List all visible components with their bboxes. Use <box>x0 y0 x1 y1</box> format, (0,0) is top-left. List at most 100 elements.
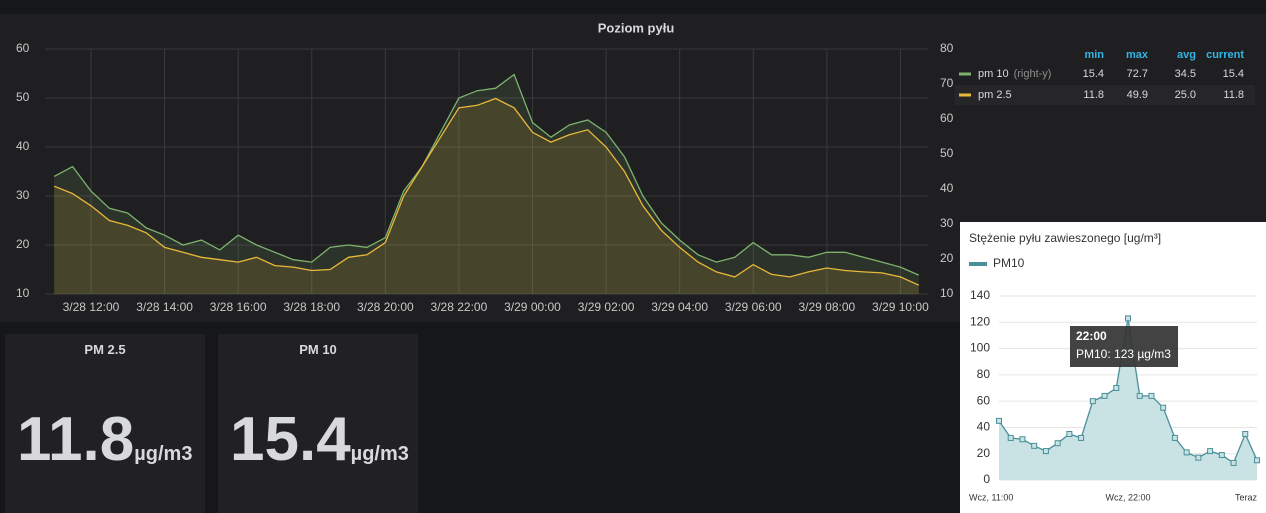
y-tick-label: 140 <box>970 288 990 302</box>
x-tick-label: 3/28 14:00 <box>136 300 193 314</box>
tooltip-box <box>1070 326 1178 367</box>
y-tick-label: 40 <box>16 139 30 153</box>
y-tick-label: 120 <box>970 314 990 328</box>
y2-tick-label: 80 <box>940 41 954 55</box>
marker <box>1101 392 1108 399</box>
y2-tick-label: 70 <box>940 76 954 90</box>
line <box>53 73 920 276</box>
legend-axis-note: (right-y) <box>1014 68 1052 80</box>
stat-title: PM 10 <box>299 342 337 357</box>
legend-swatch <box>959 72 971 76</box>
x-tick-label: 3/29 10:00 <box>872 300 929 314</box>
chart-title: Stężenie pyłu zawieszonego [ug/m³] <box>969 231 1161 245</box>
legend-value: 25.0 <box>1175 89 1196 101</box>
line <box>53 97 920 286</box>
legend-label: PM10 <box>993 256 1025 270</box>
marker <box>1230 459 1237 466</box>
x-tick-label: 3/29 04:00 <box>651 300 708 314</box>
y-tick-label: 0 <box>983 472 990 486</box>
stat-value-box: 15.4µg/m3 <box>230 404 409 475</box>
x-tick-label: 3/29 06:00 <box>725 300 782 314</box>
x-tick-label: Wcz, 22:00 <box>1105 492 1150 502</box>
y2-tick-label: 20 <box>940 251 954 265</box>
y-tick-label: 30 <box>16 188 30 202</box>
stat-unit: µg/m3 <box>134 443 193 465</box>
legend-value: 34.5 <box>1175 68 1196 80</box>
y-tick-label: 80 <box>977 367 991 381</box>
marker <box>1089 398 1096 405</box>
legend-header: current <box>1206 49 1244 61</box>
y-tick-label: 100 <box>970 341 990 355</box>
tooltip-text: PM10: 123 µg/m3 <box>1076 347 1171 361</box>
y2-tick-label: 40 <box>940 181 954 195</box>
marker <box>1148 392 1155 399</box>
legend-swatch <box>959 93 971 97</box>
x-tick-label: 3/28 16:00 <box>210 300 267 314</box>
marker <box>1218 452 1225 459</box>
marker <box>1031 442 1038 449</box>
marker <box>996 417 1002 424</box>
y-tick-label: 60 <box>977 393 991 407</box>
marker <box>1183 449 1190 456</box>
y-tick-label: 50 <box>16 90 30 104</box>
x-tick-label: 3/28 22:00 <box>431 300 488 314</box>
marker <box>1242 431 1249 437</box>
marker <box>1195 454 1202 461</box>
stat-value: 15.4 <box>230 405 351 474</box>
legend-swatch <box>969 262 987 266</box>
x-tick-label: 3/28 20:00 <box>357 300 414 314</box>
marker <box>1078 434 1085 441</box>
y-tick-label: 40 <box>977 420 991 434</box>
marker <box>1136 392 1143 399</box>
marker <box>1054 440 1061 447</box>
x-tick-label: Wcz, 11:00 <box>969 492 1013 502</box>
y2-tick-label: 30 <box>940 216 954 230</box>
x-tick-label: 3/28 12:00 <box>63 300 120 314</box>
legend-value: 15.4 <box>1083 68 1104 80</box>
legend-header: max <box>1126 49 1149 61</box>
y-tick-label: 10 <box>16 286 30 300</box>
legend-value: 11.8 <box>1083 89 1104 101</box>
stat-panel: PM 2.5 11.8µg/m3 <box>5 334 205 513</box>
legend-label: pm 2.5 <box>978 89 1012 101</box>
marker <box>1007 434 1014 441</box>
area <box>54 74 919 294</box>
legend-value: 15.4 <box>1223 68 1244 80</box>
legend-row-bg <box>955 85 1255 105</box>
marker <box>1207 448 1214 455</box>
area <box>999 318 1257 480</box>
marker <box>1125 315 1131 322</box>
y2-tick-label: 10 <box>940 286 954 300</box>
stat-panel: PM 10 15.4µg/m3 <box>218 334 418 513</box>
stat-unit: µg/m3 <box>350 443 409 465</box>
y-tick-label: 60 <box>16 41 30 55</box>
legend-value: 11.8 <box>1223 89 1244 101</box>
tooltip-title: 22:00 <box>1076 329 1107 343</box>
stat-value: 11.8 <box>17 405 135 474</box>
legend-value: 72.7 <box>1127 68 1148 80</box>
marker <box>1113 385 1120 391</box>
marker <box>1019 436 1026 443</box>
x-tick-label: 3/28 18:00 <box>283 300 340 314</box>
legend-label: pm 10 <box>978 68 1009 80</box>
marker <box>1254 457 1260 464</box>
x-tick-label: 3/29 08:00 <box>798 300 855 314</box>
marker <box>1171 434 1178 441</box>
chart-title: Poziom pyłu <box>598 20 675 35</box>
stat-title: PM 2.5 <box>84 342 126 357</box>
y-tick-label: 20 <box>16 237 30 251</box>
legend-header: avg <box>1177 49 1196 61</box>
marker <box>1066 431 1073 437</box>
y-tick-label: 20 <box>977 446 991 460</box>
y2-tick-label: 50 <box>940 146 954 160</box>
x-tick-label: 3/29 00:00 <box>504 300 561 314</box>
marker <box>1160 404 1167 411</box>
legend-value: 49.9 <box>1127 89 1148 101</box>
x-tick-label: Teraz <box>1235 492 1258 502</box>
stat-value-box: 11.8µg/m3 <box>17 404 192 475</box>
x-tick-label: 3/29 02:00 <box>578 300 635 314</box>
area <box>54 98 919 294</box>
y2-tick-label: 60 <box>940 111 954 125</box>
